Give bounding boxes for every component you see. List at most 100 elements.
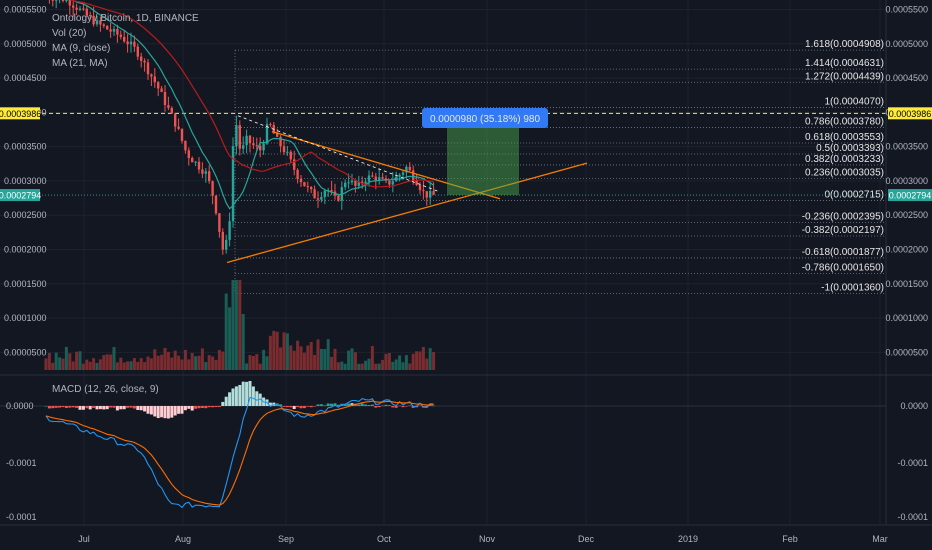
macd-histogram-bar	[316, 404, 320, 406]
candle-body	[204, 171, 207, 174]
left-price-tick: 0.0002000	[4, 244, 47, 254]
macd-right-tick: -0.0001	[897, 458, 928, 468]
candle-body	[225, 239, 228, 250]
macd-histogram-bar	[292, 406, 296, 410]
volume-bar	[350, 348, 354, 370]
candle-body	[299, 178, 303, 183]
macd-histogram-bar	[109, 406, 113, 408]
candle-body	[194, 161, 197, 163]
volume-bar	[194, 356, 198, 370]
macd-histogram-bar	[367, 405, 371, 406]
candle-body	[174, 113, 177, 127]
candle-body	[286, 151, 289, 153]
volume-bar	[58, 357, 62, 370]
time-tick: Feb	[782, 534, 798, 544]
macd-histogram-bar	[173, 406, 177, 416]
volume-bar	[85, 359, 89, 370]
volume-bar	[204, 362, 208, 370]
candle-body	[75, 7, 78, 10]
macd-histogram-bar	[149, 406, 153, 415]
macd-histogram-bar	[47, 406, 51, 409]
macd-histogram-bar	[319, 404, 323, 406]
volume-bar	[217, 349, 221, 370]
candle-body	[140, 56, 143, 61]
macd-histogram-bar	[404, 406, 408, 407]
fib-level-label: 1.272(0.0004439)	[805, 71, 884, 82]
left-price-tick: 0.0001000	[4, 313, 47, 323]
volume-bar	[47, 352, 51, 370]
macd-histogram-bar	[370, 404, 374, 406]
candle-body	[262, 143, 265, 151]
volume-bar	[404, 355, 408, 370]
indicator-legend: Vol (20)	[52, 28, 86, 39]
candle-body	[95, 20, 99, 25]
candle-body	[231, 146, 235, 222]
volume-bar	[98, 359, 102, 370]
volume-bar	[357, 363, 361, 370]
candle-body	[68, 0, 71, 6]
volume-bar	[71, 361, 75, 370]
candle-body	[255, 145, 258, 147]
candle-body	[136, 46, 139, 57]
volume-bar	[238, 280, 242, 370]
macd-histogram-bar	[200, 406, 204, 408]
macd-histogram-bar	[418, 405, 422, 407]
time-tick: Aug	[175, 534, 191, 544]
macd-histogram-bar	[204, 406, 208, 409]
candle-body	[116, 29, 119, 35]
volume-bar	[265, 356, 269, 370]
candle-body	[364, 181, 367, 184]
fib-level-label: 0.236(0.0003035)	[805, 168, 884, 179]
volume-bar	[245, 363, 249, 370]
candle-body	[180, 128, 184, 141]
macd-histogram-bar	[85, 406, 89, 409]
time-tick: Sep	[278, 534, 294, 544]
macd-histogram-bar	[75, 406, 79, 408]
macd-histogram-bar	[58, 406, 62, 408]
candle-body	[289, 151, 292, 160]
macd-histogram-bar	[360, 403, 364, 406]
candle-body	[408, 166, 411, 171]
candle-body	[405, 166, 408, 173]
macd-histogram-bar	[258, 393, 262, 406]
macd-histogram-bar	[51, 406, 55, 409]
candle-body	[72, 5, 75, 8]
candle-body	[150, 74, 153, 77]
volume-bar	[139, 358, 143, 370]
macd-histogram-bar	[231, 388, 235, 406]
macd-histogram-bar	[170, 406, 174, 418]
macd-histogram-bar	[364, 404, 368, 406]
macd-histogram-bar	[44, 406, 48, 407]
candle-body	[143, 60, 146, 63]
macd-histogram-bar	[64, 406, 68, 408]
macd-histogram-bar	[187, 406, 191, 409]
candle-body	[112, 29, 116, 32]
macd-line	[45, 396, 434, 509]
fib-level-label: 0.786(0.0003780)	[805, 116, 884, 127]
macd-histogram-bar	[102, 406, 106, 410]
volume-bar	[292, 350, 296, 370]
resistance-trendline	[271, 130, 501, 200]
right-price-badge-text: 0.0003986	[889, 109, 932, 119]
candle-body	[78, 8, 82, 10]
volume-bar	[119, 357, 123, 370]
volume-bar	[343, 363, 347, 370]
macd-histogram-bar	[88, 406, 92, 410]
right-price-tick: 0.0003500	[885, 142, 928, 152]
macd-histogram-bar	[177, 406, 181, 414]
candle-body	[102, 24, 105, 26]
time-tick: Oct	[377, 534, 392, 544]
volume-bar	[275, 331, 279, 370]
candle-body	[327, 190, 330, 192]
candle-body	[391, 181, 394, 185]
volume-bar	[231, 280, 235, 370]
indicator-legend: MA (21, MA)	[52, 58, 108, 69]
macd-histogram-bar	[119, 406, 123, 410]
macd-histogram-bar	[398, 405, 402, 407]
right-price-badge-text: 0.0002794	[889, 191, 932, 201]
volume-bar	[353, 352, 357, 370]
candle-body	[126, 41, 129, 45]
macd-histogram-bar	[251, 386, 255, 406]
